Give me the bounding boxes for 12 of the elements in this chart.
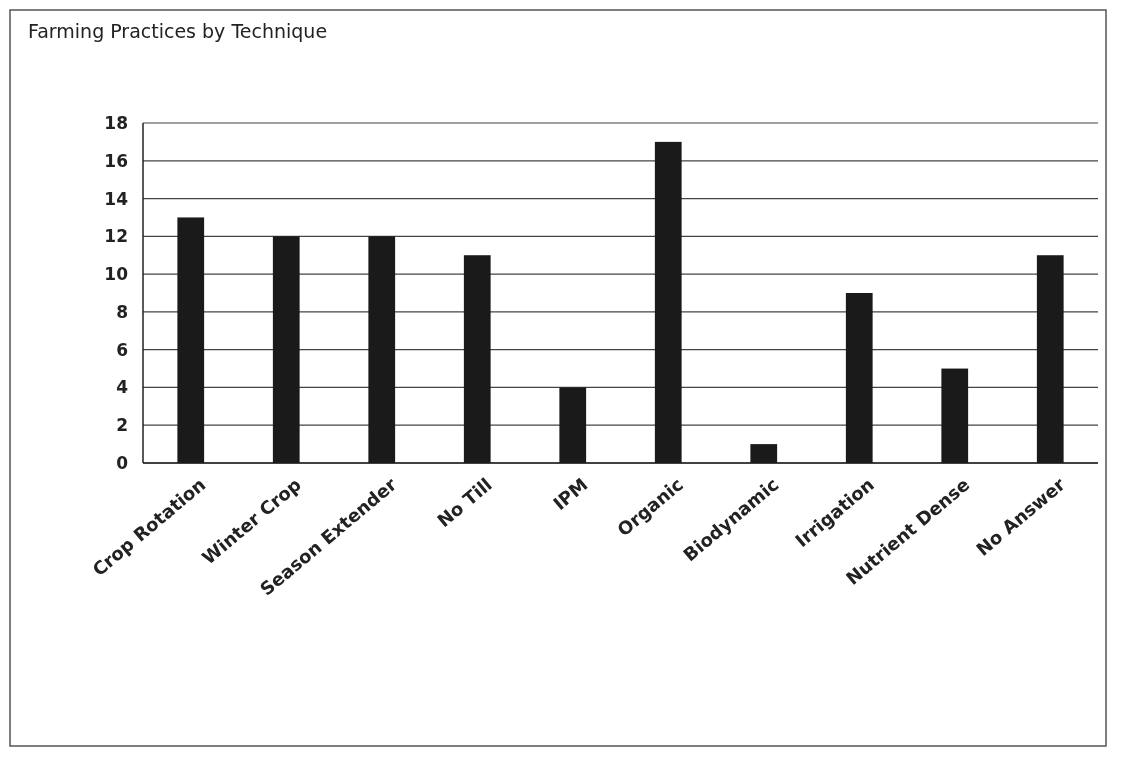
y-tick-label: 12 bbox=[104, 226, 128, 247]
y-tick-label: 8 bbox=[116, 301, 128, 322]
y-tick-label: 16 bbox=[104, 150, 128, 171]
y-tick-label: 6 bbox=[116, 339, 128, 360]
y-tick-label: 2 bbox=[116, 415, 128, 436]
y-tick-label: 4 bbox=[116, 377, 129, 398]
x-tick-label: No Till bbox=[433, 473, 496, 532]
chart-title: Farming Practices by Technique bbox=[28, 20, 328, 42]
y-tick-label: 0 bbox=[116, 452, 129, 473]
y-tick-label: 18 bbox=[104, 112, 128, 133]
y-tick-label: 10 bbox=[104, 264, 129, 285]
y-tick-label: 14 bbox=[104, 188, 129, 209]
